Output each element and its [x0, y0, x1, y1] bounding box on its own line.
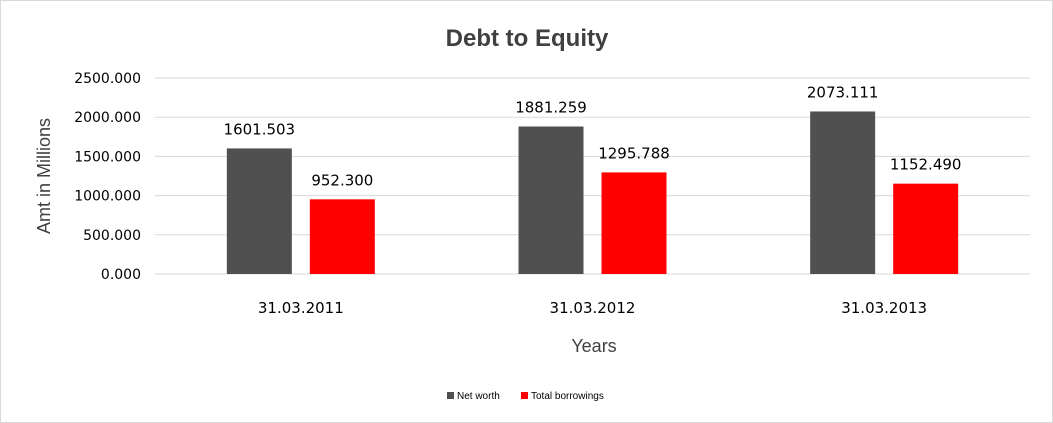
data-label: 952.300	[311, 171, 373, 189]
bar-net-worth	[810, 111, 876, 274]
data-label: 2073.111	[807, 83, 879, 101]
y-tick-label: 0.000	[101, 267, 141, 283]
bar-net-worth	[518, 126, 584, 274]
y-axis-ticks: 0.000 500.000 1000.000 1500.000 2000.000 2500…	[74, 71, 141, 283]
y-axis-label: Amt in Millions	[34, 118, 54, 234]
bar-net-worth	[226, 148, 292, 274]
bar-total-borrowings	[893, 183, 959, 274]
x-tick-label: 31.03.2013	[841, 299, 927, 317]
x-tick-label: 31.03.2011	[258, 299, 344, 317]
x-tick-label: 31.03.2012	[550, 299, 636, 317]
bar-total-borrowings	[601, 172, 667, 274]
bars	[226, 111, 959, 274]
y-tick-label: 2000.000	[74, 110, 141, 126]
data-label: 1601.503	[224, 120, 296, 138]
x-axis-label: Years	[571, 336, 616, 356]
y-tick-label: 500.000	[83, 228, 141, 244]
bar-total-borrowings	[309, 199, 375, 274]
legend-label: Total borrowings	[531, 391, 604, 402]
chart-title: Debt to Equity	[446, 25, 609, 52]
y-tick-label: 1500.000	[74, 149, 141, 165]
legend: Net worth Total borrowings	[447, 391, 604, 402]
data-label: 1152.490	[890, 156, 962, 174]
legend-swatch	[447, 392, 454, 399]
data-labels: 1601.503 952.300 1881.259 1295.788 2073.111 1…	[224, 83, 962, 189]
legend-label: Net worth	[457, 391, 500, 402]
gridlines	[155, 77, 1030, 275]
y-tick-label: 2500.000	[74, 71, 141, 87]
data-label: 1881.259	[515, 99, 587, 117]
y-tick-label: 1000.000	[74, 189, 141, 205]
data-label: 1295.788	[598, 144, 670, 162]
legend-swatch	[521, 392, 528, 399]
x-axis-categories: 31.03.2011 31.03.2012 31.03.2013	[258, 299, 927, 317]
